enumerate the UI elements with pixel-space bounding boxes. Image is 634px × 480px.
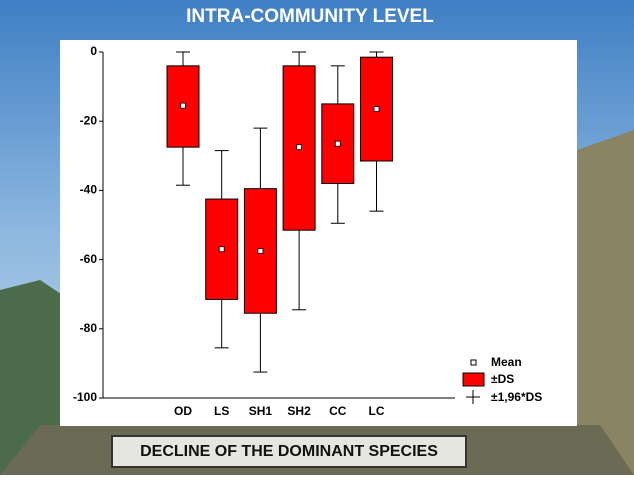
y-tick-label: -40 [80, 183, 98, 197]
banner-box [111, 435, 467, 468]
legend-sd-symbol [462, 372, 485, 387]
x-tick-label: CC [329, 404, 347, 418]
mean-marker [296, 144, 303, 151]
mean-marker [257, 248, 264, 254]
legend-sd: ±DS [491, 372, 514, 386]
plot: 0 -20 -40 -60 -80 -100 OD LS SH1 SH2 CC LC Mean ±DS ±1… [73, 44, 542, 418]
plot-panel [60, 40, 577, 426]
rocks [560, 130, 634, 475]
x-tick-label: SH2 [287, 404, 311, 418]
mean-marker [334, 140, 341, 147]
legend-mean: Mean [491, 355, 522, 369]
mean-marker [218, 246, 225, 253]
x-tick-label: SH1 [249, 404, 273, 418]
y-tick-label: -60 [80, 252, 98, 266]
banner: DECLINE OF THE DOMINANT SPECIES [140, 443, 438, 460]
sd-box [205, 198, 239, 300]
chart-title: INTRA-COMMUNITY LEVEL [186, 6, 434, 27]
legend-ci: ±1,96*DS [491, 390, 542, 404]
x-tick-label: LS [214, 404, 229, 418]
mean-marker [373, 106, 380, 112]
y-tick-label: 0 [90, 44, 97, 58]
mean-marker [180, 102, 186, 109]
y-tick-label: -100 [73, 390, 97, 404]
y-tick-label: -20 [80, 113, 98, 127]
y-tick-label: -80 [80, 321, 98, 335]
x-tick-label: OD [174, 404, 192, 418]
legend-mean-symbol [470, 359, 477, 366]
x-tick-label: LC [369, 404, 385, 418]
